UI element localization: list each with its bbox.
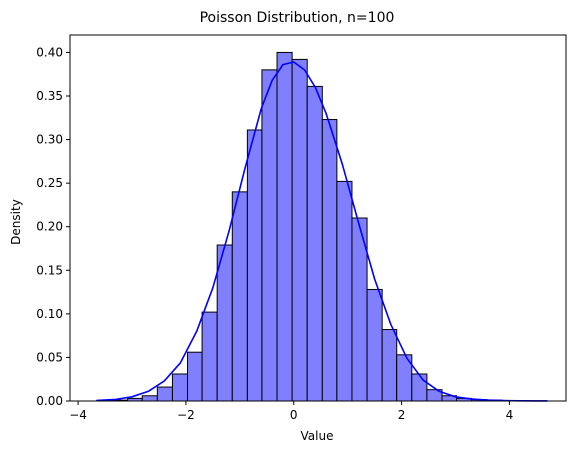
y-tick-label: 0.40 [36,45,63,59]
histogram-bar [231,191,248,402]
histogram-bar [276,51,293,402]
histogram-bar [216,244,233,402]
x-tick-label: −4 [69,408,87,422]
histogram-bar [291,58,308,402]
x-axis-label: Value [301,429,334,443]
y-tick-label: 0.00 [36,394,63,408]
histogram-bar [201,311,218,402]
histogram-bar [381,329,398,402]
y-axis-label: Density [9,199,23,245]
x-tick-label: 0 [290,408,298,422]
y-tick-label: 0.15 [36,263,63,277]
histogram-bar [187,351,203,402]
y-tick-label: 0.35 [36,89,63,103]
histogram-bar [141,395,158,402]
y-axis-ticks: 0.00 0.05 0.10 0.15 0.20 0.25 0.30 0.35 0.40 [36,45,70,408]
x-axis-ticks: −4 −2 0 2 4 [69,401,513,422]
histogram-bar [366,288,383,402]
histogram-bar [411,373,428,402]
histogram-bar [321,119,338,402]
kde-curve [96,61,548,402]
y-tick-label: 0.05 [36,350,63,364]
y-tick-label: 0.10 [36,307,63,321]
x-tick-label: 2 [398,408,406,422]
y-tick-label: 0.20 [36,220,63,234]
chart-title: Poisson Distribution, n=100 [200,10,395,26]
histogram-bar [306,85,323,402]
histogram-bar [171,373,189,402]
histogram-bars [96,51,548,402]
x-tick-label: −2 [177,408,195,422]
x-tick-label: 4 [506,408,514,422]
y-tick-label: 0.30 [36,133,63,147]
histogram-bar [336,180,353,402]
plot-frame [69,34,567,402]
histogram-bar [246,129,263,402]
histogram-bar [156,386,173,402]
y-tick-label: 0.25 [36,176,63,190]
kde-line [96,61,548,402]
histogram-bar [261,69,278,402]
